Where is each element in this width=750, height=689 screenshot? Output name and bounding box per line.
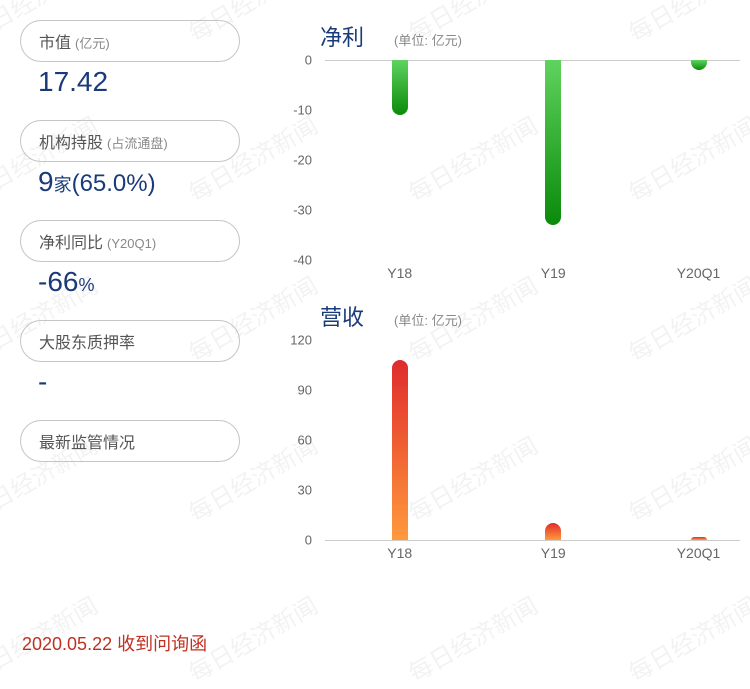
- metric-label: 大股东质押率: [39, 329, 135, 353]
- x-label: Y19: [541, 265, 566, 281]
- metric-label-pill: 最新监管情况: [20, 420, 240, 462]
- y-tick: -40: [293, 253, 312, 268]
- metric-number: 17.42: [38, 66, 108, 97]
- y-tick: 0: [305, 53, 312, 68]
- metric-sublabel: (占流通盘): [107, 133, 168, 152]
- chart-unit-label: (单位: 亿元): [394, 310, 462, 329]
- charts-column: 净利 (单位: 亿元) 0 -10 -20 -30 -40 Y18 Y19 Y20Q1 营收…: [240, 20, 750, 570]
- metric-institutional-holding: 机构持股 (占流通盘) 9家(65.0%): [20, 120, 240, 206]
- metric-profit-yoy: 净利同比 (Y20Q1) -66%: [20, 220, 240, 306]
- bar: [691, 537, 707, 540]
- x-label: Y18: [387, 545, 412, 561]
- bar: [392, 60, 408, 115]
- metric-number: -66: [38, 266, 78, 297]
- metric-sublabel: (亿元): [75, 33, 110, 52]
- metric-label-pill: 机构持股 (占流通盘): [20, 120, 240, 162]
- y-tick: 60: [298, 433, 312, 448]
- plot-area: [325, 340, 740, 540]
- baseline: [325, 540, 740, 541]
- metric-value: 17.42: [20, 62, 240, 106]
- metric-unit: 家: [54, 175, 72, 195]
- y-tick: 90: [298, 383, 312, 398]
- left-metrics-column: 市值 (亿元) 17.42 机构持股 (占流通盘) 9家(65.0%) 净利同比…: [20, 20, 240, 570]
- chart-area-revenue: 0306090120 Y18Y19Y20Q1: [270, 340, 750, 570]
- metric-label: 机构持股: [39, 129, 103, 153]
- y-tick: -10: [293, 103, 312, 118]
- y-tick: 120: [290, 333, 312, 348]
- x-label: Y18: [387, 265, 412, 281]
- metric-market-cap: 市值 (亿元) 17.42: [20, 20, 240, 106]
- metric-number: 9: [38, 166, 54, 197]
- chart-header: 营收 (单位: 亿元): [270, 300, 750, 332]
- bar: [545, 60, 561, 225]
- bar: [545, 523, 561, 540]
- metric-label: 最新监管情况: [39, 429, 135, 453]
- x-label: Y19: [541, 545, 566, 561]
- metric-label-pill: 净利同比 (Y20Q1): [20, 220, 240, 262]
- plot-area: [325, 60, 740, 260]
- metric-value: 9家(65.0%): [20, 162, 240, 206]
- metric-number: -: [38, 366, 47, 397]
- metric-label: 市值: [39, 29, 71, 53]
- chart-area-profit: 0-10-20-30-40 Y18Y19Y20Q1: [270, 60, 750, 290]
- metric-label-pill: 市值 (亿元): [20, 20, 240, 62]
- metric-label-pill: 大股东质押率: [20, 320, 240, 362]
- footer-regulation-text: 2020.05.22 收到问询函: [22, 630, 207, 656]
- bar: [392, 360, 408, 540]
- metric-label: 净利同比: [39, 229, 103, 253]
- x-axis-labels: Y18 Y19 Y20Q1: [325, 265, 740, 290]
- baseline: [325, 60, 740, 61]
- y-tick: 0: [305, 533, 312, 548]
- profit-chart: 净利 (单位: 亿元) 0 -10 -20 -30 -40 Y18 Y19 Y20Q1: [270, 20, 750, 290]
- main-container: 市值 (亿元) 17.42 机构持股 (占流通盘) 9家(65.0%) 净利同比…: [0, 0, 750, 570]
- metric-value: -: [20, 362, 240, 406]
- y-tick: -30: [293, 203, 312, 218]
- metric-value: -66%: [20, 262, 240, 306]
- bar: [691, 60, 707, 70]
- y-axis: 0306090120: [270, 340, 320, 540]
- chart-title: 净利: [320, 20, 364, 52]
- x-axis-labels: Y18 Y19 Y20Q1: [325, 545, 740, 570]
- chart-title: 营收: [320, 300, 364, 332]
- y-tick: -20: [293, 153, 312, 168]
- y-axis: 0-10-20-30-40: [270, 60, 320, 260]
- chart-unit-label: (单位: 亿元): [394, 30, 462, 49]
- metric-regulation: 最新监管情况: [20, 420, 240, 462]
- y-tick: 30: [298, 483, 312, 498]
- metric-sublabel: (Y20Q1): [107, 236, 156, 251]
- x-label: Y20Q1: [677, 265, 721, 281]
- revenue-chart: 营收 (单位: 亿元) 0 30 60 90 120 Y18 Y19 Y20Q1: [270, 300, 750, 570]
- chart-header: 净利 (单位: 亿元): [270, 20, 750, 52]
- metric-paren: (65.0%): [72, 170, 156, 197]
- metric-unit: %: [78, 275, 94, 295]
- x-label: Y20Q1: [677, 545, 721, 561]
- metric-pledge-rate: 大股东质押率 -: [20, 320, 240, 406]
